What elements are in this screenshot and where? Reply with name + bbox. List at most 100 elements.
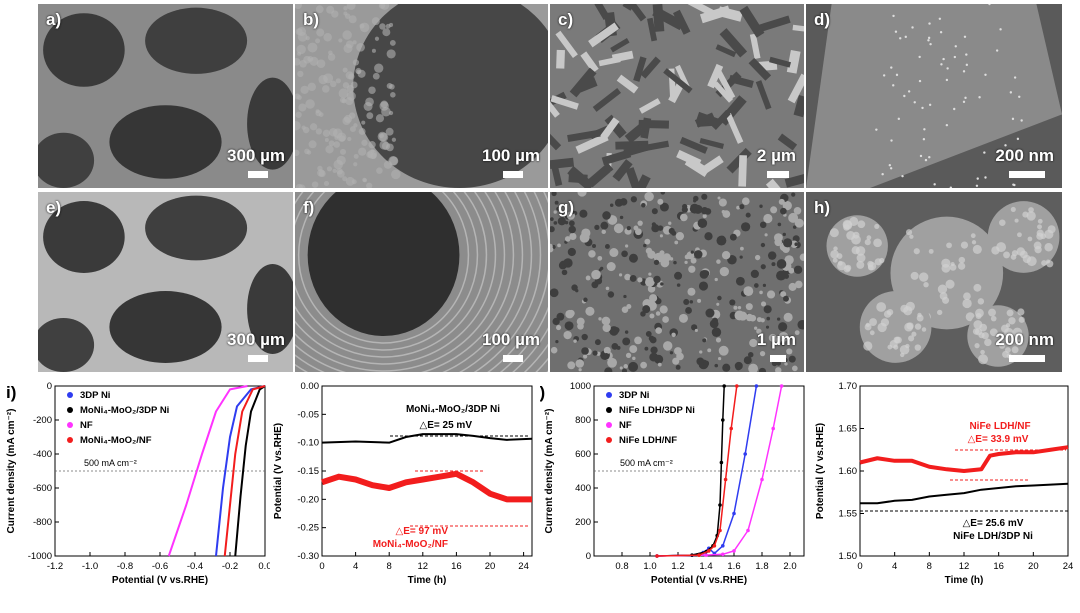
data-point (755, 384, 759, 388)
x-tick-label: 1.6 (727, 561, 740, 572)
y-tick-label: -0.30 (297, 551, 319, 562)
annotation-text: △E= 33.9 mV (968, 434, 1029, 445)
sem-panel-letter: e) (46, 198, 61, 218)
y-tick-label: 1.55 (839, 509, 858, 520)
data-point (746, 529, 750, 533)
panel-letter: k) (540, 383, 545, 402)
scale-bar (248, 171, 268, 178)
y-tick-label: -1000 (28, 551, 52, 562)
annotation-text: △E= 97 mV (396, 526, 449, 537)
x-tick-label: 16 (451, 561, 462, 572)
legend-marker (67, 407, 73, 413)
sem-image-d: d)200 nm (806, 4, 1062, 188)
legend-label: MoNi₄-MoO₂/3DP Ni (80, 405, 169, 416)
data-point (724, 478, 728, 482)
annotation-text: △E= 25.6 mV (963, 518, 1024, 529)
scale-bar (770, 355, 786, 362)
data-point (721, 418, 725, 422)
y-tick-label: 1.65 (839, 424, 858, 435)
legend-label: NiFe LDH/NF (619, 435, 677, 446)
data-point (722, 384, 726, 388)
sem-image-a: a) 300 µm (38, 4, 293, 188)
sem-image-h: h)200 nm (806, 192, 1062, 372)
y-tick-label: -600 (33, 483, 52, 494)
y-tick-label: 600 (575, 449, 591, 460)
legend-label: NF (619, 420, 632, 431)
x-tick-label: 2.0 (783, 561, 796, 572)
scale-bar-label: 100 µm (482, 146, 540, 166)
legend-marker (67, 437, 73, 443)
series-line-2 (860, 484, 1068, 504)
sem-panel-letter: b) (303, 10, 319, 30)
panel-letter: i) (6, 383, 16, 402)
y-tick-label: -800 (33, 517, 52, 528)
x-axis-label: Time (h) (945, 575, 984, 586)
y-tick-label: -400 (33, 449, 52, 460)
y-tick-label: 400 (575, 483, 591, 494)
data-point (655, 554, 659, 558)
legend-marker (606, 392, 612, 398)
x-tick-label: -0.6 (152, 561, 168, 572)
data-point (780, 384, 784, 388)
legend-marker (606, 407, 612, 413)
series-line-2 (322, 474, 532, 500)
y-tick-label: 1.60 (839, 466, 858, 477)
data-point (718, 529, 722, 533)
x-tick-label: 24 (518, 561, 529, 572)
data-point (718, 503, 722, 507)
y-axis-label: Potential (V vs.RHE) (815, 423, 826, 519)
x-tick-label: -1.2 (47, 561, 63, 572)
y-tick-label: -0.10 (297, 438, 319, 449)
x-tick-label: 1.8 (755, 561, 768, 572)
data-point (697, 553, 701, 557)
sem-image-e: e)300 µm (38, 192, 293, 372)
x-tick-label: 8 (927, 561, 932, 572)
y-tick-label: -0.05 (297, 409, 319, 420)
x-tick-label: 1.4 (699, 561, 712, 572)
sem-image-f: f)100 µm (295, 192, 548, 372)
chart-j: j)048121620240.00-0.05-0.10-0.15-0.20-0.… (270, 376, 540, 608)
scale-bar (767, 171, 789, 178)
sem-panel-letter: a) (46, 10, 61, 30)
x-tick-label: -0.4 (187, 561, 203, 572)
sem-image-g: g) 1 µm (550, 192, 804, 372)
data-point (743, 452, 747, 456)
chart-k-svg: k)0.81.01.21.41.61.82.002004006008001000… (540, 376, 810, 608)
x-tick-label: 8 (387, 561, 392, 572)
data-point (721, 553, 725, 557)
y-tick-label: -0.15 (297, 466, 319, 477)
y-tick-label: 1000 (570, 381, 591, 392)
x-tick-label: 0.0 (258, 561, 270, 572)
annotation-text: NiFe LDH/NF (969, 421, 1030, 432)
data-point (713, 544, 717, 548)
scale-bar-label: 300 µm (227, 146, 285, 166)
reference-line-label: 500 mA cm⁻² (620, 458, 673, 468)
x-tick-label: 12 (959, 561, 970, 572)
sem-panel-letter: f) (303, 198, 314, 218)
legend-label: MoNi₄-MoO₂/NF (80, 435, 152, 446)
y-tick-label: -0.20 (297, 494, 319, 505)
x-axis-label: Potential (V vs.RHE) (651, 575, 747, 586)
legend-marker (606, 422, 612, 428)
reference-line-label: 500 mA cm⁻² (84, 458, 137, 468)
sem-panel-letter: g) (558, 198, 574, 218)
y-axis-label: Current density (mA cm⁻²) (6, 409, 17, 534)
legend-marker (67, 392, 73, 398)
scale-bar-label: 1 µm (757, 330, 796, 350)
x-tick-label: -0.8 (117, 561, 133, 572)
x-tick-label: 4 (892, 561, 897, 572)
y-tick-label: 0.00 (301, 381, 320, 392)
legend-label: 3DP Ni (619, 390, 649, 401)
scale-bar (248, 355, 268, 362)
sem-image-b: b) 100 µm (295, 4, 548, 188)
annotation-text: MoNi₄-MoO₂/3DP Ni (406, 404, 500, 415)
sem-panel-letter: c) (558, 10, 573, 30)
legend-label: 3DP Ni (80, 390, 110, 401)
x-tick-label: 16 (993, 561, 1004, 572)
x-tick-label: 4 (353, 561, 358, 572)
y-tick-label: 800 (575, 415, 591, 426)
annotation-text: MoNi₄-MoO₂/NF (373, 539, 448, 550)
